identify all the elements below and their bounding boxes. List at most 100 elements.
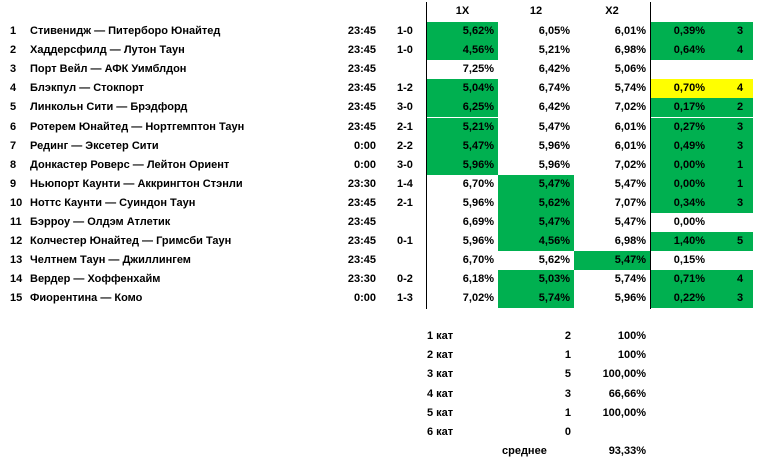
margin-percent: 0,49%	[651, 136, 727, 156]
odds-x2: 5,47%	[574, 251, 650, 271]
category-count: 3	[564, 387, 571, 400]
match-name: Ротерем Юнайтед — Нортгемптон Таун	[30, 120, 245, 133]
row-number: 3	[10, 63, 17, 76]
row-number: 1	[10, 25, 17, 37]
match-time: 23:45	[347, 196, 376, 209]
match-name: Челтнем Таун — Джиллингем	[30, 254, 191, 267]
category-number: 4	[727, 79, 753, 99]
odds-12: 5,62%	[538, 254, 570, 267]
odds-1x: 5,96%	[462, 235, 494, 248]
average-label: среднее	[502, 445, 547, 458]
odds-x2: 5,06%	[614, 63, 646, 76]
odds-1x: 5,47%	[427, 136, 498, 156]
odds-12: 6,05%	[538, 25, 570, 37]
category-number: 1	[727, 155, 753, 175]
category-number: 2	[727, 98, 753, 118]
header-12: 12	[529, 5, 543, 17]
match-score: 2-1	[397, 196, 413, 209]
category-label: 4 кат	[427, 387, 454, 400]
odds-12: 5,96%	[538, 139, 570, 152]
margin-percent: 0,71%	[651, 270, 727, 290]
category-count: 5	[564, 368, 571, 381]
odds-x2: 6,01%	[614, 25, 646, 37]
odds-x2: 6,98%	[614, 44, 646, 57]
margin-percent: 0,64%	[651, 41, 727, 61]
margin-percent: 0,22%	[651, 289, 727, 309]
odds-x2: 7,02%	[614, 101, 646, 114]
match-score: 1-3	[397, 292, 413, 305]
category-number	[727, 213, 753, 232]
match-score: 1-2	[397, 82, 413, 95]
odds-1x: 7,02%	[462, 292, 494, 305]
match-name: Донкастер Роверс — Лейтон Ориент	[30, 158, 230, 171]
match-score: 2-2	[397, 139, 413, 152]
margin-percent: 0,17%	[651, 98, 727, 118]
match-time: 23:30	[347, 177, 376, 190]
match-time: 0:00	[353, 158, 376, 171]
odds-12: 5,96%	[538, 158, 570, 171]
odds-12: 6,42%	[538, 101, 570, 114]
category-number: 3	[727, 193, 753, 213]
odds-12: 5,74%	[498, 289, 574, 309]
match-time: 0:00	[353, 292, 376, 305]
odds-x2: 5,74%	[614, 273, 646, 286]
row-number: 10	[10, 196, 23, 209]
match-name: Бэрроу — Олдэм Атлетик	[30, 216, 171, 228]
category-number: 3	[727, 136, 753, 156]
column-border-left	[426, 2, 427, 309]
odds-x2: 5,74%	[614, 82, 646, 95]
match-name: Ньюпорт Каунти — Аккрингтон Стэнли	[30, 177, 243, 190]
match-score: 2-1	[397, 120, 413, 133]
match-score	[397, 251, 425, 270]
category-number	[727, 60, 753, 79]
odds-1x: 5,96%	[427, 155, 498, 175]
match-time: 23:45	[347, 235, 376, 248]
match-time: 23:45	[347, 101, 376, 114]
match-time: 23:45	[347, 82, 376, 95]
category-count: 1	[564, 406, 571, 419]
row-number: 8	[10, 158, 17, 171]
match-score: 1-0	[397, 25, 413, 37]
odds-12: 5,21%	[538, 44, 570, 57]
match-score: 1-0	[397, 44, 413, 57]
odds-1x: 5,21%	[427, 117, 498, 137]
match-name: Порт Вейл — АФК Уимблдон	[30, 63, 187, 76]
row-number: 9	[10, 177, 17, 190]
match-name: Колчестер Юнайтед — Гримсби Таун	[30, 235, 232, 248]
odds-12: 5,62%	[498, 193, 574, 213]
match-name: Вердер — Хоффенхайм	[30, 273, 161, 286]
category-number	[727, 251, 753, 270]
odds-x2: 6,01%	[614, 120, 646, 133]
odds-x2: 7,02%	[614, 158, 646, 171]
odds-1x: 5,04%	[427, 79, 498, 99]
category-number: 4	[727, 270, 753, 290]
row-number: 2	[10, 44, 17, 57]
odds-x2: 6,01%	[614, 139, 646, 152]
match-time: 23:45	[347, 254, 376, 267]
match-score: 0-1	[397, 235, 413, 248]
match-score: 3-0	[397, 101, 413, 114]
odds-1x: 6,70%	[462, 177, 494, 190]
margin-percent: 0,39%	[651, 22, 727, 41]
match-time: 23:45	[347, 25, 376, 37]
odds-1x: 4,56%	[427, 41, 498, 61]
margin-percent: 0,70%	[651, 79, 727, 99]
margin-percent: 0,34%	[651, 193, 727, 213]
margin-percent: 0,00%	[673, 216, 705, 228]
odds-12: 6,42%	[538, 63, 570, 76]
odds-12: 5,47%	[498, 174, 574, 194]
match-time: 23:45	[347, 216, 376, 228]
category-percent: 100,00%	[602, 406, 646, 419]
match-name: Хаддерсфилд — Лутон Таун	[30, 44, 185, 57]
match-time: 23:45	[347, 120, 376, 133]
category-label: 2 кат	[427, 349, 454, 362]
odds-1x: 6,69%	[462, 216, 494, 228]
category-label: 1 кат	[427, 330, 454, 342]
match-name: Линкольн Сити — Брэдфорд	[30, 101, 188, 114]
category-percent: 100%	[617, 349, 646, 362]
category-count: 0	[564, 426, 571, 438]
category-number: 3	[727, 22, 753, 41]
column-border-right	[650, 2, 651, 309]
row-number: 13	[10, 254, 23, 267]
odds-12: 6,74%	[538, 82, 570, 95]
